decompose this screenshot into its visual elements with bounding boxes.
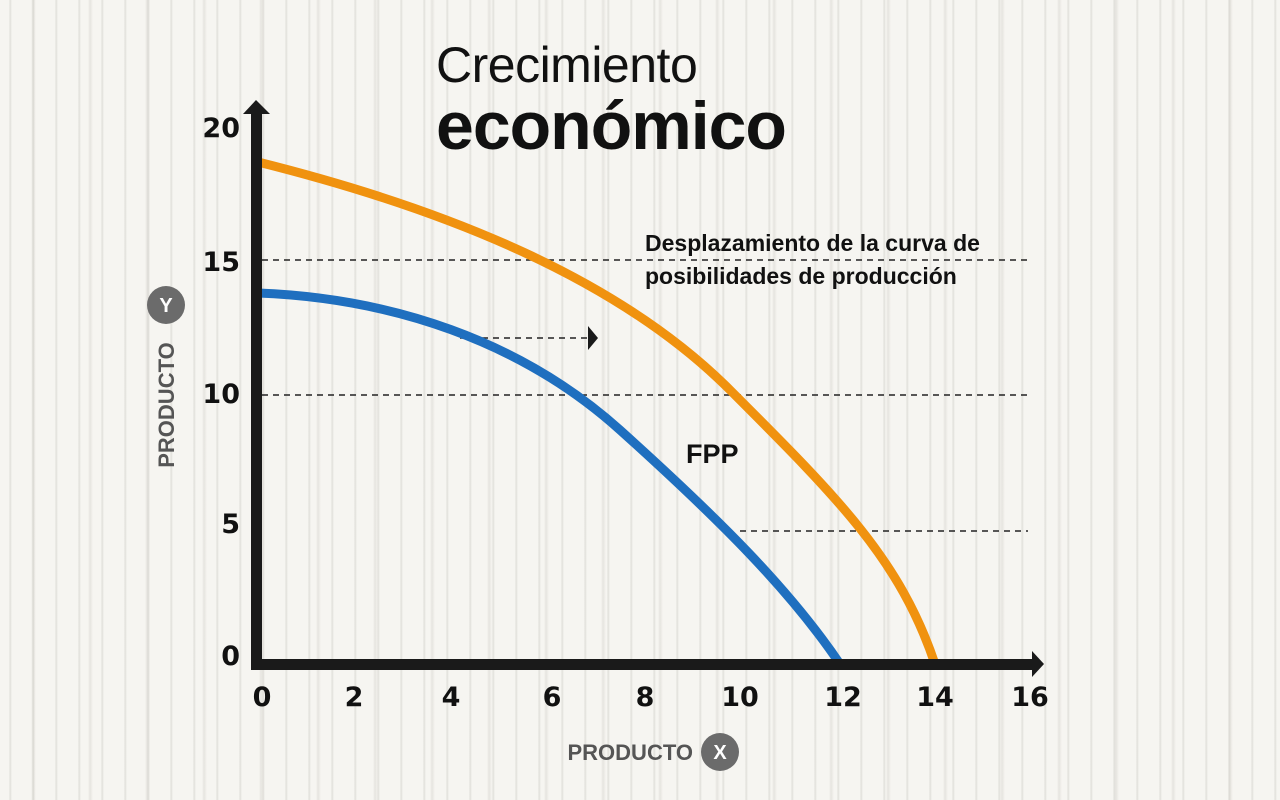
- reference-lines: [262, 259, 1028, 532]
- axes: [243, 100, 1044, 677]
- x-tick: 10: [721, 682, 759, 713]
- x-axis-arrow-icon: [1032, 651, 1044, 677]
- chart-title: Crecimiento económico: [436, 37, 787, 164]
- x-tick: 0: [253, 682, 272, 713]
- y-tick: 15: [202, 247, 240, 278]
- x-tick: 2: [345, 682, 364, 713]
- shift-annotation-line-2: posibilidades de producción: [645, 263, 957, 289]
- x-badge-icon: [701, 733, 739, 771]
- y-badge-icon: [147, 286, 185, 324]
- outer-ppf-curve: [256, 157, 940, 666]
- x-tick: 4: [442, 682, 461, 713]
- x-tick: 16: [1011, 682, 1049, 713]
- x-tick-labels: 0 2 4 6 8 10 12 14 16: [253, 682, 1049, 713]
- x-tick: 6: [543, 682, 562, 713]
- x-tick: 12: [824, 682, 862, 713]
- y-axis-arrow-icon: [243, 100, 270, 114]
- inner-ppf-curve: [257, 288, 844, 667]
- x-axis-label: PRODUCTO: [568, 740, 694, 765]
- y-tick: 0: [221, 641, 240, 672]
- y-tick: 5: [221, 509, 240, 540]
- title-line-1: Crecimiento: [436, 37, 698, 93]
- fpp-label: FPP: [686, 439, 739, 469]
- shift-arrow-icon: [588, 326, 598, 350]
- x-badge-label: X: [713, 742, 727, 764]
- y-tick: 20: [202, 113, 240, 144]
- title-line-2: económico: [436, 88, 787, 164]
- x-tick: 14: [916, 682, 954, 713]
- shift-annotation-line-1: Desplazamiento de la curva de: [645, 230, 980, 256]
- y-axis-title: Y PRODUCTO: [147, 286, 185, 468]
- y-tick: 10: [202, 379, 240, 410]
- x-axis: [251, 659, 1034, 670]
- y-axis: [251, 112, 262, 670]
- y-tick-labels: 20 15 10 5 0: [202, 113, 240, 672]
- x-tick: 8: [636, 682, 655, 713]
- y-axis-label: PRODUCTO: [154, 342, 179, 468]
- y-badge-label: Y: [159, 295, 173, 317]
- x-axis-title: PRODUCTO X: [568, 733, 739, 771]
